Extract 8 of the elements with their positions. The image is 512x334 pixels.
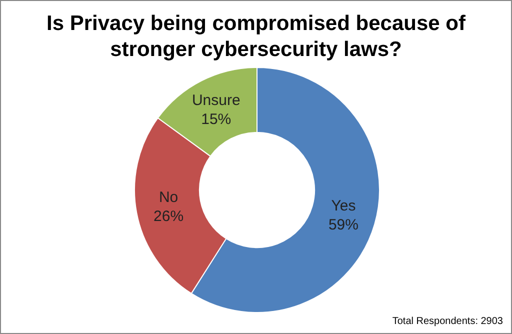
slice-label: Unsure: [192, 92, 240, 109]
slice-label: Yes: [331, 197, 356, 214]
text: Total Respondents: 2903: [392, 316, 503, 327]
slice-label: No: [158, 189, 178, 206]
data-label: 59%: [328, 216, 358, 234]
data-label: 15%: [201, 110, 232, 128]
chart-title: Is Privacy being compromised because of stronger cybersecurity laws?: [46, 11, 466, 63]
data-label: 26%: [154, 208, 184, 226]
